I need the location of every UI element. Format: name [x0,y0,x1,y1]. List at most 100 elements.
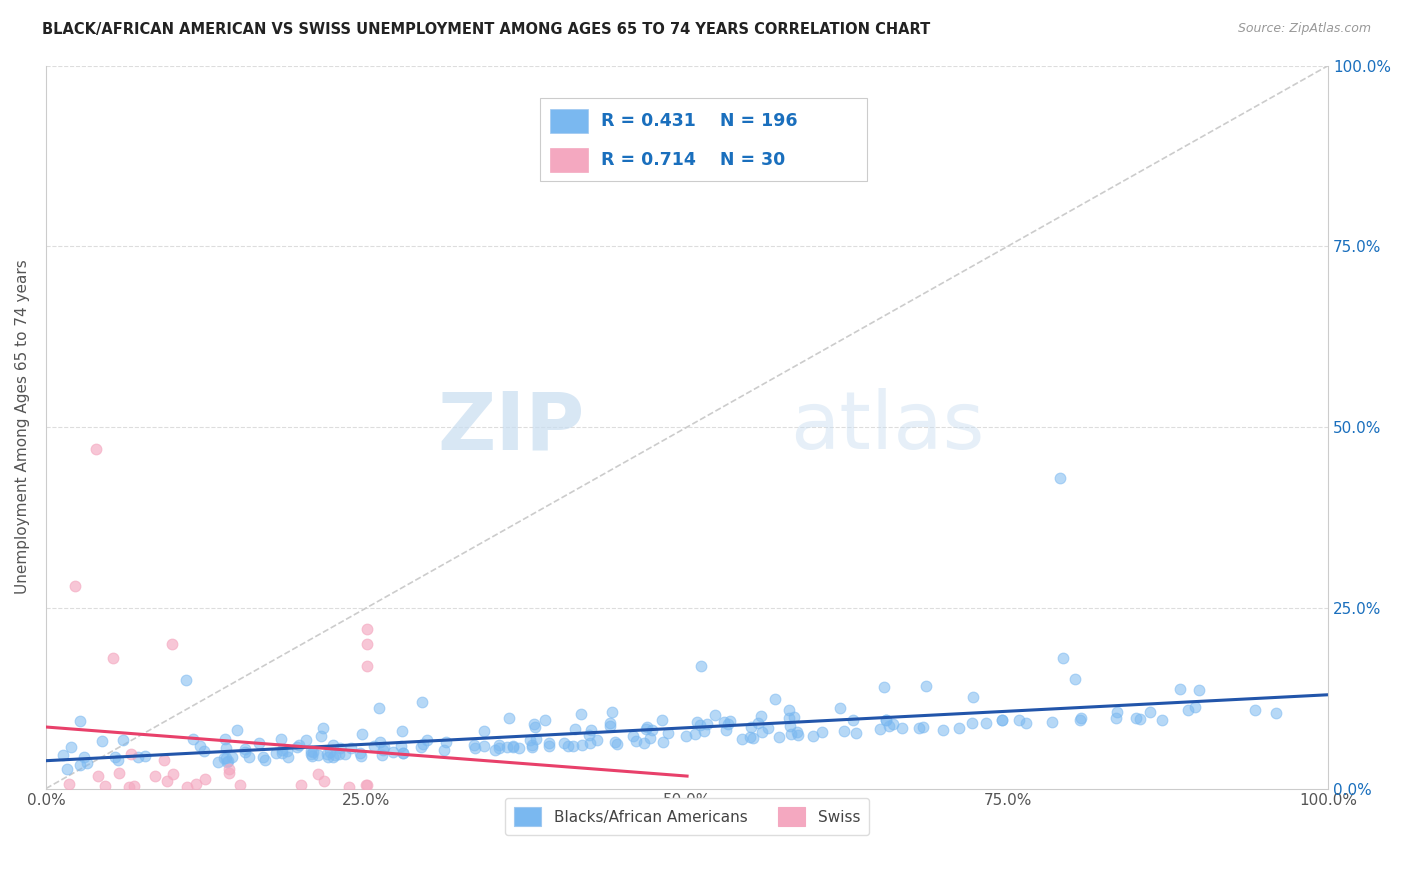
Point [484,743,506,757]
Point [875,713,897,727]
Point [778,711,800,725]
Point [463,738,485,752]
Point [641,723,664,738]
Point [221,749,243,764]
Point [713,715,735,730]
Point [523,717,546,731]
Point [624,734,647,748]
Point [464,740,486,755]
Point [84,442,107,456]
Point [193,743,215,757]
Point [1150,713,1173,727]
Point [599,719,621,733]
Point [747,715,769,730]
Point [686,714,709,729]
Point [56,762,79,776]
Point [218,762,240,776]
Point [290,778,312,792]
Point [1265,706,1288,720]
Point [356,778,378,792]
Point [960,715,983,730]
Legend: Blacks/African Americans, Swiss: Blacks/African Americans, Swiss [505,798,869,835]
Point [603,735,626,749]
Point [683,727,706,741]
Point [779,727,801,741]
Point [381,745,404,759]
Point [915,679,938,693]
Point [569,706,592,721]
Point [340,741,363,756]
Point [519,732,541,747]
Point [579,723,602,738]
Point [1008,713,1031,727]
Point [215,750,238,764]
Point [693,723,716,738]
Point [579,736,602,750]
Point [371,743,394,757]
Point [557,739,579,753]
Point [312,774,335,789]
Point [59,739,82,754]
Point [842,713,865,727]
Point [328,747,350,761]
Point [553,735,575,749]
Point [356,637,378,651]
Point [1129,712,1152,726]
Text: ZIP: ZIP [437,388,585,466]
Point [882,716,904,731]
Point [134,748,156,763]
Point [756,721,779,735]
Point [783,710,806,724]
Point [253,753,276,767]
Point [238,750,260,764]
Point [107,753,129,767]
Point [350,727,373,741]
Point [636,720,658,734]
Point [93,780,115,794]
Point [323,747,346,762]
Point [322,738,344,752]
Point [714,723,737,737]
Point [215,755,238,769]
Point [765,692,787,706]
Point [433,743,456,757]
Point [538,739,561,753]
Point [524,731,547,746]
Point [118,780,141,795]
Point [52,748,75,763]
Point [1244,703,1267,717]
Point [1105,711,1128,725]
Point [786,724,808,739]
Point [391,723,413,738]
Point [122,779,145,793]
Point [277,750,299,764]
Point [218,765,240,780]
Point [349,748,371,763]
Point [184,777,207,791]
Point [176,780,198,794]
Point [731,731,754,746]
FancyBboxPatch shape [540,98,866,181]
Point [801,729,824,743]
Point [1188,683,1211,698]
Point [301,749,323,764]
Point [533,713,555,727]
Point [288,738,311,752]
Point [948,721,970,735]
Y-axis label: Unemployment Among Ages 65 to 74 years: Unemployment Among Ages 65 to 74 years [15,260,30,594]
Point [974,715,997,730]
Point [371,747,394,762]
Point [271,746,294,760]
Point [63,579,86,593]
Point [738,731,761,745]
Point [634,723,657,737]
Point [1177,703,1199,717]
Point [1125,710,1147,724]
Point [363,739,385,753]
Point [271,742,294,756]
Point [143,769,166,783]
Point [845,726,868,740]
Point [651,735,673,749]
Point [322,749,344,764]
Point [718,714,741,728]
